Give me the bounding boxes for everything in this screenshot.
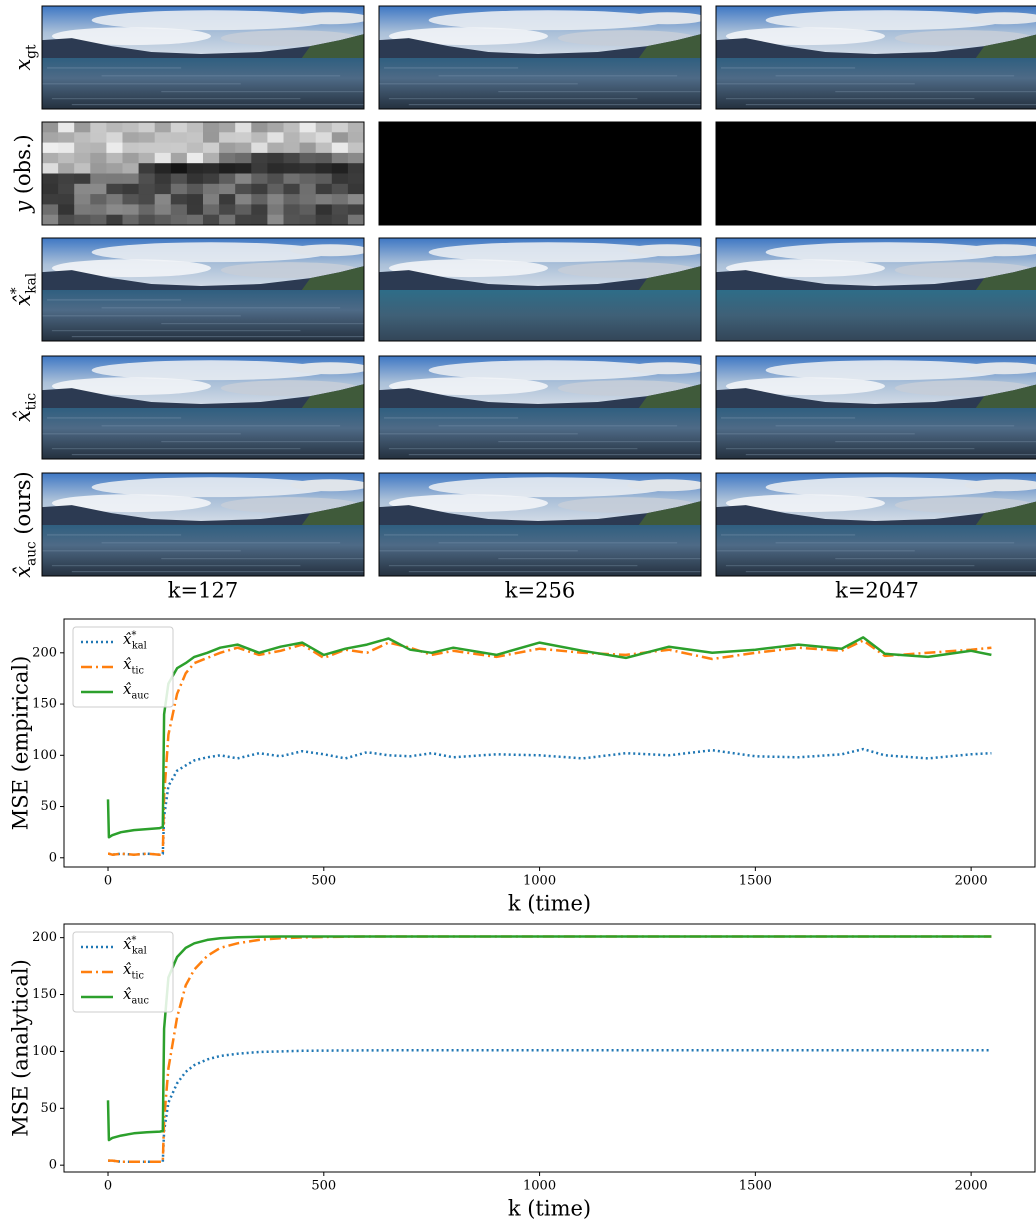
image-panel bbox=[378, 355, 702, 460]
row-label: x̂tic bbox=[11, 392, 39, 422]
plot-frame bbox=[63, 618, 1036, 868]
legend-label: x̂tic bbox=[123, 960, 145, 981]
y-tick-label: 50 bbox=[40, 1101, 57, 1116]
x-tick-label: 2000 bbox=[955, 1179, 988, 1194]
image-panel bbox=[41, 5, 365, 110]
y-tick-label: 150 bbox=[32, 697, 57, 712]
label-sub: auc bbox=[23, 541, 39, 566]
line-chart: 0 500 1000 1500 2000 0 50 100 150 200 k (time) MSE … bbox=[9, 618, 1036, 916]
row-label: y (obs.) bbox=[11, 134, 35, 213]
label-sub: kal bbox=[132, 945, 147, 956]
label-sub: auc bbox=[131, 995, 149, 1006]
row-label: x̂auc (ours) bbox=[11, 471, 39, 577]
label-base: x̂ bbox=[123, 655, 132, 673]
label-sub: gt bbox=[23, 44, 39, 59]
x-tick-label: 500 bbox=[311, 1179, 336, 1194]
label-rest: (obs.) bbox=[11, 134, 35, 201]
series-line bbox=[107, 935, 992, 1164]
label-base: x̂ bbox=[123, 680, 132, 698]
label-base: y bbox=[11, 200, 35, 214]
image-panel bbox=[41, 355, 365, 460]
y-tick-label: 150 bbox=[32, 987, 57, 1002]
column-label: k=2047 bbox=[835, 579, 919, 603]
label-base: x̂ bbox=[11, 294, 35, 306]
y-axis-label: MSE (analytical) bbox=[9, 959, 33, 1137]
legend-frame bbox=[72, 931, 174, 1013]
y-axis-label: MSE (empirical) bbox=[9, 656, 33, 831]
legend-label: x̂* kal bbox=[123, 934, 147, 956]
image-panel bbox=[378, 121, 702, 226]
plot-frame bbox=[63, 923, 1036, 1173]
x-tick-label: 1000 bbox=[523, 1179, 556, 1194]
image-panel bbox=[715, 355, 1036, 460]
legend-label: x̂auc bbox=[123, 680, 150, 701]
label-base: x̂ bbox=[123, 960, 132, 978]
x-tick-label: 1500 bbox=[739, 1179, 772, 1194]
y-tick-label: 0 bbox=[49, 1158, 57, 1173]
label-base: x̂ bbox=[11, 410, 35, 422]
series-line bbox=[106, 636, 992, 839]
y-tick-label: 100 bbox=[32, 748, 57, 763]
image-panel bbox=[715, 472, 1036, 577]
x-tick-label: 2000 bbox=[955, 874, 988, 889]
legend-label: x̂* kal bbox=[123, 629, 147, 651]
image-panel bbox=[378, 472, 702, 577]
image-panel bbox=[715, 121, 1036, 226]
x-tick-label: 1500 bbox=[739, 874, 772, 889]
legend-label: x̂tic bbox=[123, 655, 145, 676]
column-label: k=127 bbox=[168, 579, 238, 603]
x-axis-label: k (time) bbox=[508, 1197, 591, 1221]
x-tick-label: 500 bbox=[311, 874, 336, 889]
x-axis-label: k (time) bbox=[508, 892, 591, 916]
row-label: xgt bbox=[11, 44, 39, 71]
image-panel bbox=[41, 237, 365, 342]
line-chart: 0 500 1000 1500 2000 0 50 100 150 200 k (time) MSE … bbox=[9, 923, 1036, 1221]
image-panel bbox=[41, 472, 365, 577]
image-panel bbox=[378, 5, 702, 110]
series-line bbox=[107, 639, 992, 856]
label-sub: tic bbox=[131, 665, 144, 676]
y-tick-label: 200 bbox=[32, 645, 57, 660]
label-sup: * bbox=[131, 629, 136, 640]
label-sup: * bbox=[131, 934, 136, 945]
label-base: x̂ bbox=[123, 985, 132, 1003]
label-sub: tic bbox=[23, 392, 39, 410]
image-panel bbox=[715, 5, 1036, 110]
label-sup: * bbox=[8, 287, 24, 294]
legend-label: x̂auc bbox=[123, 985, 150, 1006]
series-line bbox=[107, 747, 992, 856]
row-label: x̂*kal bbox=[8, 273, 39, 306]
label-base: x̂ bbox=[123, 935, 132, 953]
x-tick-label: 0 bbox=[104, 874, 112, 889]
label-sub: kal bbox=[23, 273, 39, 294]
label-rest: (ours) bbox=[11, 471, 35, 541]
image-panel bbox=[378, 237, 702, 342]
legend-frame bbox=[72, 626, 174, 708]
label-sub: auc bbox=[131, 690, 149, 701]
y-tick-label: 200 bbox=[32, 930, 57, 945]
column-label: k=256 bbox=[505, 579, 575, 603]
image-panel bbox=[715, 237, 1036, 342]
label-base: x̂ bbox=[123, 630, 132, 648]
image-panel bbox=[41, 121, 365, 226]
label-base: x̂ bbox=[11, 566, 35, 578]
y-tick-label: 100 bbox=[32, 1044, 57, 1059]
x-tick-label: 1000 bbox=[523, 874, 556, 889]
label-sub: tic bbox=[131, 970, 144, 981]
label-base: x bbox=[11, 59, 35, 71]
series-line bbox=[106, 935, 992, 1142]
series-line bbox=[107, 1049, 992, 1164]
y-tick-label: 0 bbox=[49, 850, 57, 865]
x-tick-label: 0 bbox=[104, 1179, 112, 1194]
label-sub: kal bbox=[132, 640, 147, 651]
y-tick-label: 50 bbox=[40, 799, 57, 814]
